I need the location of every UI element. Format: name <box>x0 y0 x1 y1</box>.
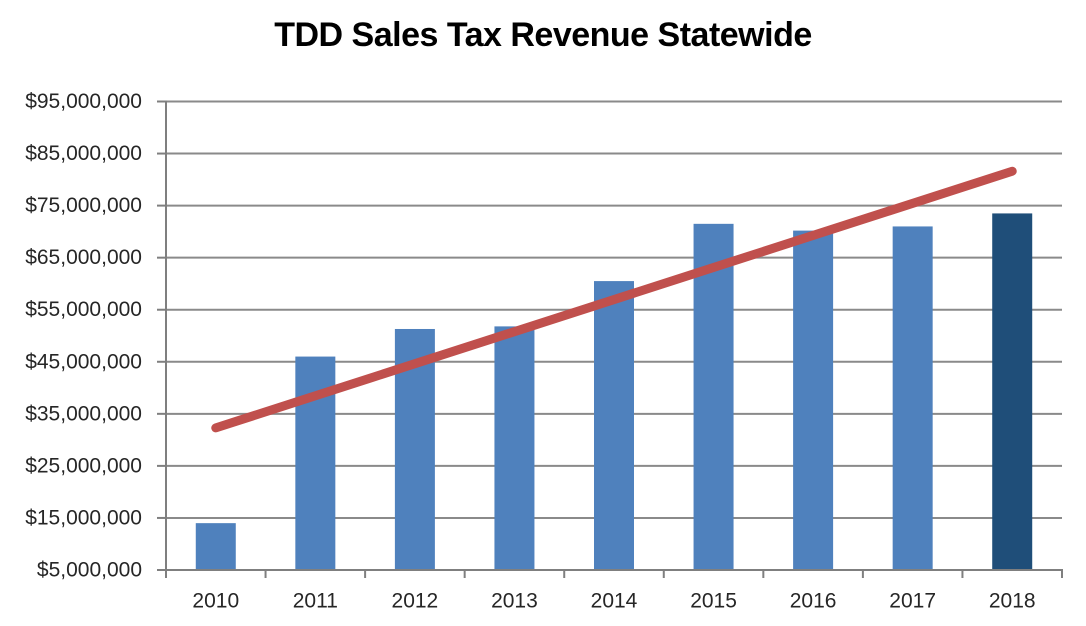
x-tick-label: 2011 <box>293 590 338 613</box>
y-tick-label: $85,000,000 <box>25 142 142 165</box>
bar-2018 <box>992 213 1033 571</box>
x-tick-label: 2017 <box>889 590 936 613</box>
y-tick-label: $55,000,000 <box>25 298 142 321</box>
bar-2017 <box>892 226 933 570</box>
y-tick-label: $65,000,000 <box>25 246 142 269</box>
trendline <box>211 166 1017 433</box>
x-tick-label: 2016 <box>790 590 837 613</box>
x-tick-label: 2013 <box>491 590 538 613</box>
y-tick-label: $15,000,000 <box>25 506 142 529</box>
y-tick-label: $75,000,000 <box>25 194 142 217</box>
x-tick-label: 2015 <box>690 590 737 613</box>
y-tick-label: $95,000,000 <box>25 90 142 113</box>
bar-2014 <box>594 281 634 570</box>
bar-2013 <box>494 326 535 570</box>
y-tick-label: $5,000,000 <box>37 559 142 582</box>
x-tick-label: 2014 <box>591 590 638 613</box>
y-tick-label: $25,000,000 <box>25 454 142 477</box>
bar-2015 <box>693 223 734 570</box>
y-tick-label: $35,000,000 <box>25 402 142 425</box>
bar-2010 <box>195 523 236 570</box>
y-tick-label: $45,000,000 <box>25 350 142 373</box>
x-tick-label: 2012 <box>392 590 439 613</box>
chart-title: TDD Sales Tax Revenue Statewide <box>274 16 812 54</box>
bar-2016 <box>793 230 834 570</box>
x-tick-label: 2018 <box>989 590 1036 613</box>
x-tick-label: 2010 <box>192 590 239 613</box>
